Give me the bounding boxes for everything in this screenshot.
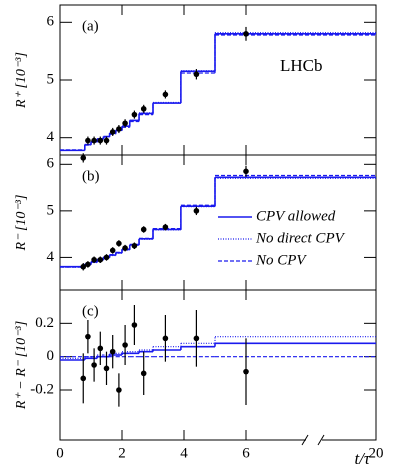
y-tick-label: 4	[47, 249, 55, 265]
annotation: LHCb	[280, 56, 323, 75]
data-point	[122, 245, 128, 251]
data-point	[243, 368, 249, 375]
data-point	[91, 137, 97, 144]
x-tick-label: 20	[369, 445, 384, 461]
step-line	[60, 342, 376, 361]
frame	[59, 289, 377, 441]
y-tick-label: 5	[47, 202, 55, 218]
frame	[59, 4, 377, 156]
data-point	[131, 111, 138, 118]
data-point	[91, 256, 97, 263]
step-line	[60, 34, 376, 151]
data-point	[162, 224, 169, 230]
data-point	[116, 240, 122, 247]
data-point	[140, 370, 147, 377]
y-tick-label: 5	[47, 71, 55, 87]
step-line	[60, 32, 376, 151]
data-point	[193, 208, 200, 214]
axis-break-gap	[306, 436, 322, 444]
data-point	[103, 137, 110, 144]
data-point	[140, 226, 147, 233]
y-axis-label: R⁻ [10⁻³]	[14, 195, 29, 252]
data-point	[103, 254, 110, 261]
y-axis-label: R⁺ − R⁻ [10⁻³]	[14, 321, 29, 410]
data-point	[85, 261, 91, 268]
step-line	[60, 336, 376, 359]
data-point	[162, 91, 169, 98]
y-tick-label: 4	[47, 129, 55, 145]
data-point	[116, 126, 122, 132]
data-point	[109, 348, 116, 355]
data-point	[97, 345, 104, 352]
data-point	[193, 71, 200, 78]
data-point	[85, 333, 91, 340]
data-point	[109, 129, 116, 135]
panel-label: (a)	[82, 18, 99, 34]
data-point	[116, 387, 122, 393]
data-point	[80, 263, 87, 270]
data-point	[80, 155, 87, 161]
panel-label: (c)	[82, 303, 99, 319]
data-point	[243, 168, 249, 175]
x-tick-label: 2	[118, 445, 126, 461]
legend-label: No CPV	[255, 252, 307, 268]
axis-break	[301, 434, 309, 446]
x-tick-label: 4	[180, 445, 188, 461]
data-point	[122, 342, 128, 348]
panel-label: (b)	[82, 168, 100, 184]
data-point	[243, 31, 249, 37]
data-point	[85, 137, 91, 144]
y-tick-label: 6	[47, 156, 55, 172]
legend-label: CPV allowed	[256, 208, 336, 224]
x-axis-label: t/τ	[354, 449, 370, 468]
data-point	[122, 120, 128, 127]
y-axis-label: R⁺ [10⁻³]	[14, 52, 29, 109]
data-point	[140, 106, 147, 112]
data-point	[80, 375, 87, 382]
legend-label: No direct CPV	[255, 230, 346, 246]
y-tick-label: -0.2	[30, 381, 54, 397]
y-tick-label: 0.2	[35, 315, 54, 331]
data-point	[162, 335, 169, 342]
x-tick-label: 6	[242, 445, 250, 461]
data-point	[109, 247, 116, 254]
data-point	[103, 365, 110, 372]
y-tick-label: 0	[47, 348, 55, 364]
data-point	[131, 322, 138, 328]
y-tick-label: 6	[47, 14, 55, 30]
data-point	[97, 137, 104, 144]
data-point	[131, 242, 138, 249]
data-point	[97, 256, 104, 263]
step-line	[60, 33, 376, 152]
x-tick-label: 0	[56, 445, 64, 461]
data-point	[91, 362, 97, 368]
axis-break	[317, 434, 325, 446]
data-point	[193, 335, 200, 342]
